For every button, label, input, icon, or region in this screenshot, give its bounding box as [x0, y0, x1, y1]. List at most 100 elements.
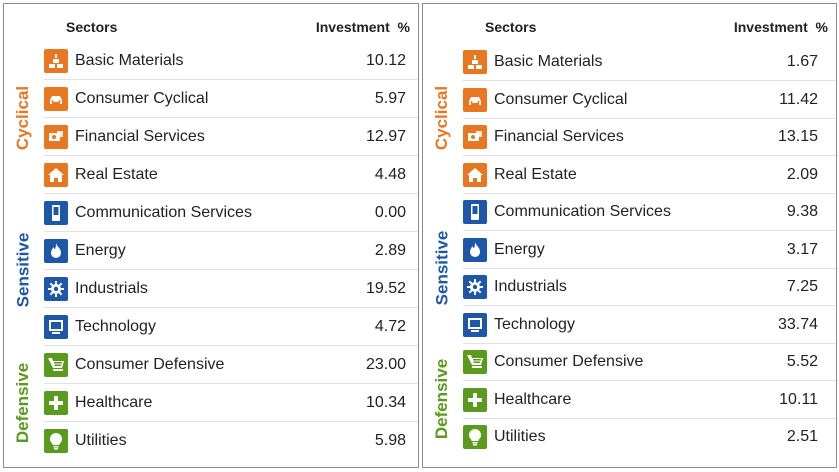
investment-value: 9.38: [786, 203, 818, 220]
lightbulb-icon: [463, 425, 487, 449]
medical-cross-icon: [44, 391, 68, 415]
sector-table-left: Sectors Investment % Basic Materials 10.12 C…: [3, 3, 419, 468]
sector-row: Consumer Defensive 5.52: [463, 343, 836, 381]
sector-name: Consumer Cyclical: [494, 90, 628, 108]
money-icon: [463, 125, 487, 149]
row-divider: [463, 267, 836, 269]
investment-value: 4.72: [374, 318, 406, 335]
row-divider: [44, 269, 418, 270]
cart-icon: [463, 350, 487, 374]
investment-value: 10.12: [365, 52, 406, 69]
row-divider: [44, 421, 418, 422]
row-divider: [44, 307, 418, 308]
sector-row: Utilities 5.98: [44, 422, 418, 460]
bricks-icon: [463, 50, 487, 74]
row-divider: [463, 192, 836, 194]
cart-icon: [44, 353, 68, 377]
header-sectors: Sectors: [485, 19, 537, 35]
house-icon: [463, 162, 487, 187]
investment-value: 11.42: [779, 90, 818, 108]
sector-name: Basic Materials: [494, 53, 603, 70]
phone-icon: [463, 200, 487, 224]
sector-row: Consumer Cyclical 5.97: [44, 80, 418, 118]
row-divider: [463, 117, 836, 119]
sector-name: Healthcare: [494, 390, 572, 408]
row-divider: [44, 79, 418, 80]
sector-row: Utilities 2.51: [463, 418, 836, 456]
sector-row: Communication Services 9.38: [463, 193, 836, 231]
sector-name: Energy: [494, 240, 545, 258]
sector-table-right: Sectors Investment % Basic Materials 1.67 Co…: [422, 3, 837, 468]
sector-row: Financial Services 12.97: [44, 118, 418, 156]
group-label-sensitive: Sensitive: [12, 194, 34, 346]
investment-value: 3.17: [786, 240, 818, 258]
sector-name: Energy: [75, 242, 126, 259]
sector-name: Consumer Defensive: [75, 356, 225, 373]
sector-row: Energy 2.89: [44, 232, 418, 270]
group-label-defensive: Defensive: [12, 346, 34, 460]
medical-cross-icon: [463, 387, 487, 412]
sector-row: Healthcare 10.34: [44, 384, 418, 422]
header-investment-percent: Investment %: [733, 19, 828, 35]
flame-icon: [463, 237, 487, 262]
investment-value: 5.97: [374, 90, 406, 107]
computer-icon: [463, 312, 487, 337]
investment-value: 0.00: [374, 204, 406, 221]
sector-name: Utilities: [494, 428, 546, 445]
group-label-defensive: Defensive: [431, 343, 453, 456]
sector-row: Communication Services 0.00: [44, 194, 418, 232]
sector-row: Consumer Cyclical 11.42: [463, 81, 836, 119]
group-label-cyclical: Cyclical: [431, 43, 453, 193]
gear-icon: [463, 275, 487, 299]
sector-row: Consumer Defensive 23.00: [44, 346, 418, 384]
sector-name: Healthcare: [75, 394, 153, 411]
sector-name: Consumer Defensive: [494, 353, 644, 370]
sector-name: Communication Services: [75, 204, 252, 221]
investment-value: 5.52: [786, 353, 818, 370]
header-investment-percent: Investment %: [315, 19, 410, 35]
group-label-text: Sensitive: [432, 230, 451, 306]
sector-name: Real Estate: [75, 166, 158, 183]
group-label-text: Cyclical: [13, 85, 33, 151]
bricks-icon: [44, 49, 68, 73]
group-label-text: Defensive: [432, 359, 452, 440]
sector-row: Industrials 19.52: [44, 270, 418, 308]
sector-name: Industrials: [75, 280, 148, 297]
house-icon: [44, 163, 68, 187]
group-label-text: Sensitive: [13, 232, 32, 308]
group-label-text: Cyclical: [432, 85, 452, 151]
row-divider: [463, 305, 836, 306]
sector-row: Healthcare 10.11: [463, 381, 836, 419]
group-label-cyclical: Cyclical: [12, 42, 34, 194]
sector-row: Basic Materials 10.12: [44, 42, 418, 80]
sector-name: Financial Services: [75, 128, 205, 145]
row-divider: [44, 193, 418, 194]
investment-value: 12.97: [365, 128, 406, 145]
row-divider: [44, 231, 418, 232]
sector-name: Technology: [75, 318, 156, 335]
row-divider: [463, 417, 836, 419]
investment-value: 23.00: [365, 356, 406, 373]
investment-value: 33.74: [777, 315, 818, 333]
gear-icon: [44, 277, 68, 301]
investment-value: 4.48: [374, 166, 406, 183]
phone-icon: [44, 201, 68, 225]
row-divider: [44, 117, 418, 118]
lightbulb-icon: [44, 429, 68, 453]
investment-value: 10.11: [779, 390, 818, 408]
sector-row: Energy 3.17: [463, 231, 836, 269]
header-sectors: Sectors: [66, 19, 118, 35]
sector-row: Real Estate 4.48: [44, 156, 418, 194]
investment-value: 19.52: [365, 280, 406, 297]
row-divider: [463, 380, 836, 381]
sector-name: Financial Services: [494, 128, 624, 145]
investment-value: 7.25: [786, 278, 818, 295]
investment-value: 10.34: [365, 394, 406, 411]
sector-row: Technology 33.74: [463, 306, 836, 344]
sector-name: Industrials: [494, 278, 567, 295]
money-icon: [44, 125, 68, 149]
car-icon: [463, 87, 487, 112]
investment-value: 2.89: [374, 242, 406, 259]
sector-row: Industrials 7.25: [463, 268, 836, 306]
row-divider: [44, 155, 418, 156]
